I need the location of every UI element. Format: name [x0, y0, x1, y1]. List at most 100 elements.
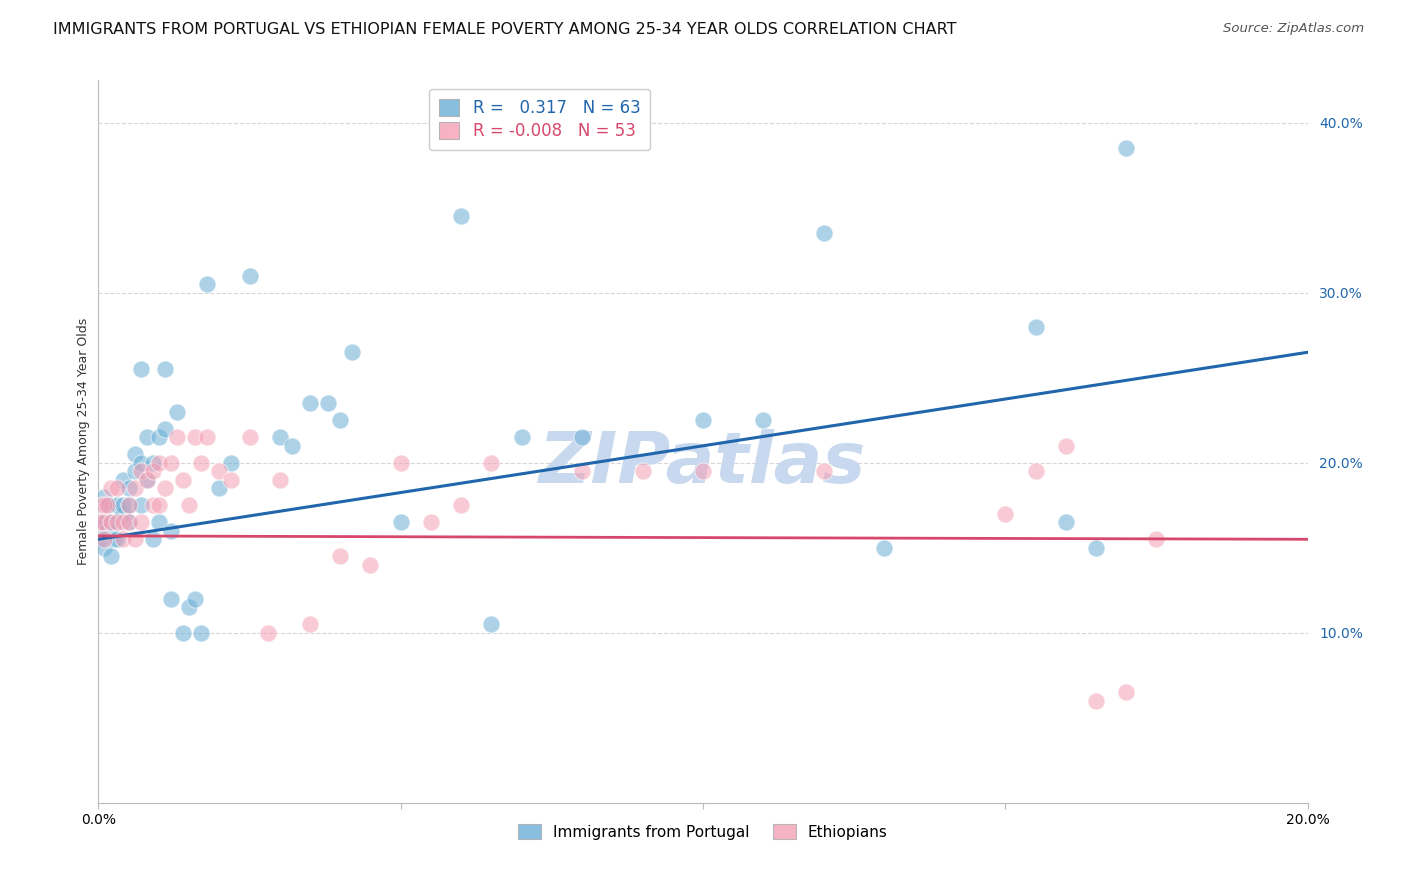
Point [239, 430, 262, 444]
Text: IMMIGRANTS FROM PORTUGAL VS ETHIOPIAN FEMALE POVERTY AMONG 25-34 YEAR OLDS CORRE: IMMIGRANTS FROM PORTUGAL VS ETHIOPIAN FE… [53, 22, 957, 37]
Point [111, 498, 134, 512]
Point [105, 498, 128, 512]
Point [91, 516, 114, 530]
Point [118, 516, 141, 530]
Point [93, 498, 115, 512]
Point [100, 516, 122, 530]
Point [98, 498, 121, 512]
Point [329, 413, 352, 427]
Point [269, 430, 291, 444]
Point [118, 498, 141, 512]
Point [813, 227, 835, 241]
Point [360, 558, 382, 572]
Point [135, 473, 157, 487]
Point [1054, 516, 1077, 530]
Point [93, 541, 115, 555]
Text: ZIPatlas: ZIPatlas [540, 429, 866, 498]
Point [1054, 439, 1077, 453]
Point [105, 516, 128, 530]
Point [692, 413, 714, 427]
Point [195, 430, 218, 444]
Point [142, 498, 165, 512]
Point [752, 413, 775, 427]
Point [571, 430, 593, 444]
Point [118, 516, 141, 530]
Point [160, 524, 183, 538]
Point [96, 498, 118, 512]
Point [1115, 141, 1137, 155]
Point [93, 533, 115, 547]
Point [316, 396, 339, 410]
Point [221, 473, 243, 487]
Point [105, 481, 128, 495]
Point [100, 549, 122, 564]
Point [172, 473, 194, 487]
Point [1024, 464, 1046, 478]
Point [96, 524, 118, 538]
Point [100, 481, 122, 495]
Point [124, 533, 146, 547]
Point [111, 533, 134, 547]
Point [135, 430, 157, 444]
Point [190, 456, 212, 470]
Point [1085, 541, 1108, 555]
Point [221, 456, 243, 470]
Point [148, 430, 170, 444]
Point [239, 268, 262, 283]
Point [510, 430, 533, 444]
Point [571, 464, 593, 478]
Point [153, 362, 176, 376]
Point [105, 516, 128, 530]
Point [111, 473, 134, 487]
Point [184, 430, 207, 444]
Point [93, 490, 115, 504]
Point [299, 617, 322, 632]
Point [1144, 533, 1167, 547]
Point [208, 481, 231, 495]
Point [692, 464, 714, 478]
Point [1115, 685, 1137, 699]
Point [148, 498, 170, 512]
Point [142, 456, 165, 470]
Point [118, 498, 141, 512]
Point [269, 473, 291, 487]
Point [105, 533, 128, 547]
Point [135, 473, 157, 487]
Point [148, 456, 170, 470]
Point [166, 405, 188, 419]
Point [129, 516, 152, 530]
Point [129, 456, 152, 470]
Point [142, 464, 165, 478]
Point [90, 498, 112, 512]
Point [153, 481, 176, 495]
Point [256, 625, 278, 640]
Point [1085, 694, 1108, 708]
Point [481, 456, 503, 470]
Point [94, 516, 117, 530]
Point [103, 533, 125, 547]
Legend: Immigrants from Portugal, Ethiopians: Immigrants from Portugal, Ethiopians [512, 818, 894, 846]
Point [631, 464, 654, 478]
Point [90, 516, 112, 530]
Point [124, 447, 146, 461]
Point [450, 209, 472, 223]
Point [89, 533, 111, 547]
Point [873, 541, 896, 555]
Point [420, 516, 443, 530]
Point [160, 591, 183, 606]
Point [342, 345, 364, 359]
Point [129, 498, 152, 512]
Point [813, 464, 835, 478]
Point [89, 516, 111, 530]
Point [299, 396, 322, 410]
Point [172, 625, 194, 640]
Point [124, 464, 146, 478]
Point [142, 533, 165, 547]
Point [179, 600, 201, 615]
Point [1024, 319, 1046, 334]
Point [208, 464, 231, 478]
Point [481, 617, 503, 632]
Point [179, 498, 201, 512]
Point [91, 498, 114, 512]
Point [129, 362, 152, 376]
